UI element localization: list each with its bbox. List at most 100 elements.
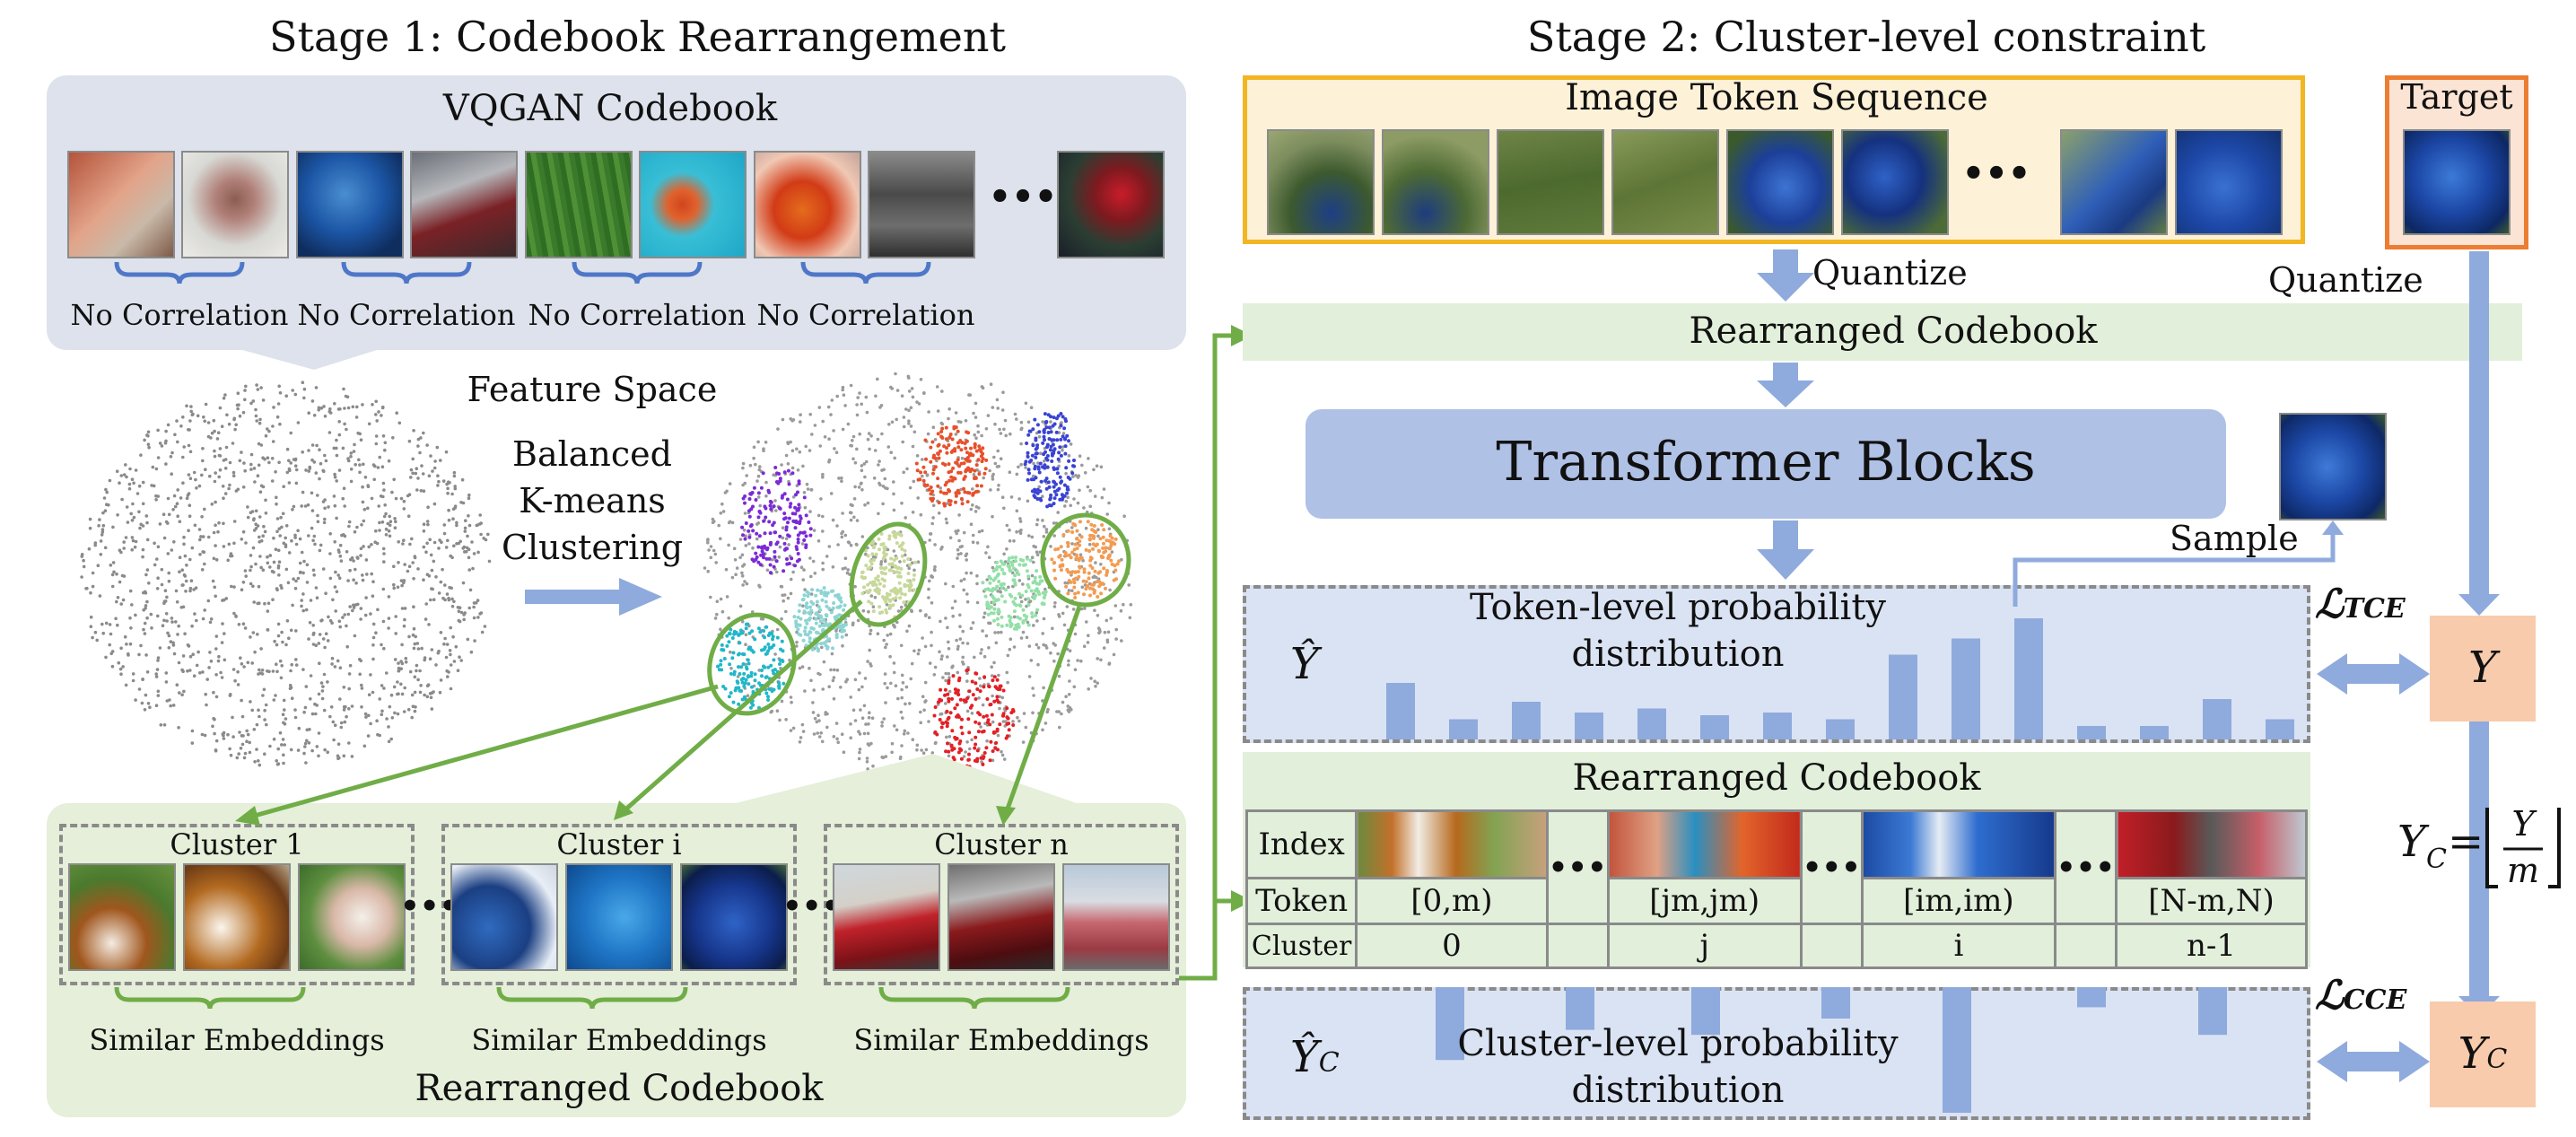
embedding-point xyxy=(109,564,113,567)
embedding-point xyxy=(977,696,981,700)
embedding-point xyxy=(282,698,286,703)
embedding-point xyxy=(418,690,423,695)
embedding-point xyxy=(263,718,266,722)
embedding-point xyxy=(333,475,337,479)
embedding-point xyxy=(960,456,965,460)
embedding-point xyxy=(231,668,236,671)
embedding-point xyxy=(1009,637,1013,641)
embedding-point xyxy=(378,455,382,459)
embedding-point xyxy=(719,512,723,515)
embedding-point xyxy=(744,633,748,637)
embedding-point xyxy=(931,516,935,520)
embedding-point xyxy=(224,445,229,450)
embedding-point xyxy=(170,548,174,552)
embedding-point xyxy=(240,742,245,747)
embedding-point xyxy=(912,479,916,484)
embedding-point xyxy=(868,447,871,451)
embedding-point xyxy=(258,555,262,558)
embedding-point xyxy=(390,490,394,494)
embedding-point xyxy=(282,485,286,488)
embedding-point xyxy=(725,595,729,599)
embedding-point xyxy=(810,433,814,436)
embedding-point xyxy=(866,731,870,736)
embedding-point xyxy=(311,568,316,573)
embedding-point xyxy=(443,636,447,641)
no-correlation-label: No Correlation xyxy=(297,298,516,332)
embedding-point xyxy=(173,504,178,509)
embedding-point xyxy=(985,739,989,743)
embedding-point xyxy=(869,628,873,633)
quantize-arrow xyxy=(1757,249,1814,302)
embedding-point xyxy=(371,580,375,583)
embedding-point xyxy=(765,568,770,573)
embedding-point xyxy=(798,666,802,670)
embedding-point xyxy=(131,502,135,506)
embedding-point xyxy=(154,704,159,707)
embedding-point xyxy=(309,674,313,678)
embedding-point xyxy=(254,414,258,418)
embedding-point xyxy=(249,452,254,457)
embedding-point xyxy=(222,521,225,526)
embedding-point xyxy=(381,494,385,499)
embedding-point xyxy=(166,521,170,525)
embedding-point xyxy=(361,485,364,489)
embedding-point xyxy=(994,641,999,645)
embedding-point xyxy=(185,564,188,567)
embedding-point xyxy=(284,567,289,572)
embedding-point xyxy=(333,402,336,406)
embedding-point xyxy=(190,546,195,550)
embedding-point xyxy=(829,668,833,672)
embedding-point xyxy=(449,554,453,558)
embedding-point xyxy=(976,430,981,434)
row-label-cluster: Cluster xyxy=(1244,923,1358,969)
embedding-point xyxy=(285,470,290,475)
embedding-point xyxy=(392,564,396,568)
embedding-point xyxy=(240,698,243,703)
embedding-point xyxy=(338,697,342,701)
embedding-point xyxy=(248,750,252,755)
embedding-point xyxy=(378,733,382,738)
embedding-point xyxy=(758,585,762,589)
embedding-point xyxy=(243,569,248,573)
embedding-point xyxy=(252,728,257,731)
embedding-point xyxy=(389,520,393,523)
embedding-point xyxy=(342,486,346,490)
embedding-point xyxy=(172,494,177,498)
embedding-point xyxy=(293,533,297,538)
embedding-point xyxy=(348,605,353,608)
embedding-point xyxy=(202,415,205,419)
embedding-point xyxy=(371,463,376,467)
embedding-point xyxy=(866,767,869,771)
embedding-point xyxy=(213,585,216,590)
embedding-point xyxy=(213,479,217,484)
embedding-point xyxy=(380,643,383,647)
embedding-point xyxy=(271,598,275,601)
embedding-point xyxy=(176,488,179,492)
embedding-point xyxy=(1086,641,1090,644)
embedding-point xyxy=(383,503,388,507)
embedding-point xyxy=(245,729,249,733)
embedding-point xyxy=(279,515,283,520)
embedding-point xyxy=(248,740,252,745)
embedding-point xyxy=(882,717,886,721)
embedding-point xyxy=(331,598,335,602)
embedding-point xyxy=(334,570,337,574)
embedding-point xyxy=(996,733,1000,738)
embedding-point xyxy=(780,699,784,704)
embedding-point xyxy=(975,600,980,605)
embedding-point xyxy=(137,687,142,691)
embedding-point xyxy=(258,763,262,767)
embedding-point xyxy=(1067,589,1071,592)
embedding-point xyxy=(907,389,912,393)
embedding-point xyxy=(342,754,346,758)
embedding-point xyxy=(987,621,991,625)
embedding-point xyxy=(189,579,194,582)
embedding-point xyxy=(388,704,392,709)
embedding-point xyxy=(287,459,291,463)
embedding-point xyxy=(1084,526,1088,530)
embedding-point xyxy=(162,618,166,623)
embedding-point xyxy=(858,750,861,755)
embedding-point xyxy=(141,547,145,552)
embedding-point xyxy=(110,584,115,589)
embedding-point xyxy=(266,427,269,431)
